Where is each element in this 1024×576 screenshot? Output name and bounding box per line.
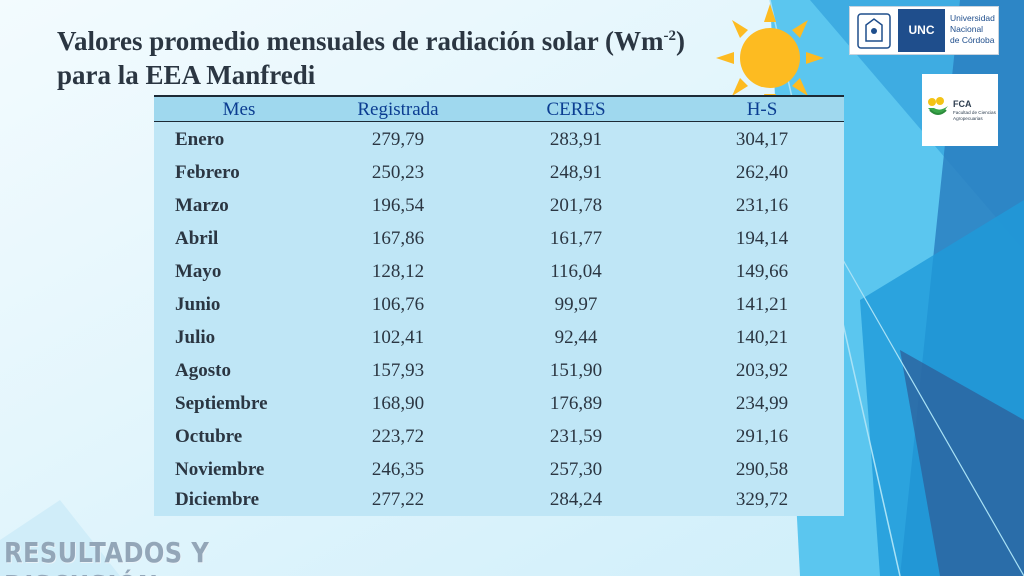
unc-abbr: UNC xyxy=(898,9,945,52)
cell-hs: 140,21 xyxy=(690,321,834,354)
cell-mes: Diciembre xyxy=(175,483,335,516)
cell-ceres: 176,89 xyxy=(504,387,648,420)
cell-hs: 141,21 xyxy=(690,288,834,321)
cell-mes: Agosto xyxy=(175,354,335,387)
cell-hs: 291,16 xyxy=(690,420,834,453)
title-line-1: Valores promedio mensuales de radiación … xyxy=(57,24,817,58)
fca-name: Facultad de Ciencias Agropecuarias xyxy=(953,110,997,122)
slide-title: Valores promedio mensuales de radiación … xyxy=(57,24,817,92)
cell-hs: 329,72 xyxy=(690,483,834,516)
cell-registrada: 223,72 xyxy=(326,420,470,453)
unc-name: Universidad Nacional de Córdoba xyxy=(950,13,1000,46)
unc-logo: UNC Universidad Nacional de Córdoba xyxy=(849,6,999,55)
cell-mes: Mayo xyxy=(175,255,335,288)
table-row: Noviembre 246,35 257,30 290,58 xyxy=(154,453,844,486)
cell-registrada: 196,54 xyxy=(326,189,470,222)
table-row: Febrero 250,23 248,91 262,40 xyxy=(154,156,844,189)
cell-registrada: 277,22 xyxy=(326,483,470,516)
header-hs: H-S xyxy=(690,99,834,121)
cell-hs: 231,16 xyxy=(690,189,834,222)
cell-ceres: 201,78 xyxy=(504,189,648,222)
cell-registrada: 250,23 xyxy=(326,156,470,189)
cell-registrada: 106,76 xyxy=(326,288,470,321)
table-row: Mayo 128,12 116,04 149,66 xyxy=(154,255,844,288)
table-row: Octubre 223,72 231,59 291,16 xyxy=(154,420,844,453)
cell-hs: 194,14 xyxy=(690,222,834,255)
cell-ceres: 99,97 xyxy=(504,288,648,321)
cell-hs: 203,92 xyxy=(690,354,834,387)
table-row: Septiembre 168,90 176,89 234,99 xyxy=(154,387,844,420)
cell-mes: Febrero xyxy=(175,156,335,189)
fca-abbr: FCA xyxy=(953,99,972,109)
cell-ceres: 284,24 xyxy=(504,483,648,516)
cell-hs: 262,40 xyxy=(690,156,834,189)
cell-registrada: 128,12 xyxy=(326,255,470,288)
section-label: RESULTADOS Y DISCUSIÓN xyxy=(4,536,365,576)
cell-ceres: 283,91 xyxy=(504,123,648,156)
cell-hs: 234,99 xyxy=(690,387,834,420)
title-superscript: -2 xyxy=(664,28,677,44)
cell-ceres: 151,90 xyxy=(504,354,648,387)
cell-mes: Abril xyxy=(175,222,335,255)
cell-ceres: 231,59 xyxy=(504,420,648,453)
cell-hs: 149,66 xyxy=(690,255,834,288)
cell-mes: Octubre xyxy=(175,420,335,453)
header-mes: Mes xyxy=(184,99,294,121)
header-registrada: Registrada xyxy=(326,99,470,121)
title-line-2: para la EEA Manfredi xyxy=(57,58,817,92)
cell-registrada: 246,35 xyxy=(326,453,470,486)
cell-ceres: 257,30 xyxy=(504,453,648,486)
cell-ceres: 92,44 xyxy=(504,321,648,354)
cell-mes: Enero xyxy=(175,123,335,156)
cell-mes: Julio xyxy=(175,321,335,354)
cell-ceres: 248,91 xyxy=(504,156,648,189)
cell-hs: 304,17 xyxy=(690,123,834,156)
cell-registrada: 168,90 xyxy=(326,387,470,420)
unc-crest-icon xyxy=(852,9,896,52)
cell-mes: Septiembre xyxy=(175,387,335,420)
cell-registrada: 157,93 xyxy=(326,354,470,387)
table-row: Julio 102,41 92,44 140,21 xyxy=(154,321,844,354)
table-row: Diciembre 277,22 284,24 329,72 xyxy=(154,483,844,516)
fca-leaf-icon xyxy=(926,96,950,118)
radiation-table: Mes Registrada CERES H-S Enero 279,79 28… xyxy=(154,95,844,516)
table-row: Enero 279,79 283,91 304,17 xyxy=(154,123,844,156)
table-row: Abril 167,86 161,77 194,14 xyxy=(154,222,844,255)
cell-mes: Marzo xyxy=(175,189,335,222)
cell-registrada: 102,41 xyxy=(326,321,470,354)
cell-ceres: 161,77 xyxy=(504,222,648,255)
table-row: Junio 106,76 99,97 141,21 xyxy=(154,288,844,321)
fca-logo: FCA Facultad de Ciencias Agropecuarias xyxy=(922,74,998,146)
cell-mes: Junio xyxy=(175,288,335,321)
cell-hs: 290,58 xyxy=(690,453,834,486)
cell-ceres: 116,04 xyxy=(504,255,648,288)
table-row: Agosto 157,93 151,90 203,92 xyxy=(154,354,844,387)
header-ceres: CERES xyxy=(504,99,648,121)
cell-registrada: 167,86 xyxy=(326,222,470,255)
cell-registrada: 279,79 xyxy=(326,123,470,156)
table-row: Marzo 196,54 201,78 231,16 xyxy=(154,189,844,222)
table-header: Mes Registrada CERES H-S xyxy=(154,95,844,122)
cell-mes: Noviembre xyxy=(175,453,335,486)
